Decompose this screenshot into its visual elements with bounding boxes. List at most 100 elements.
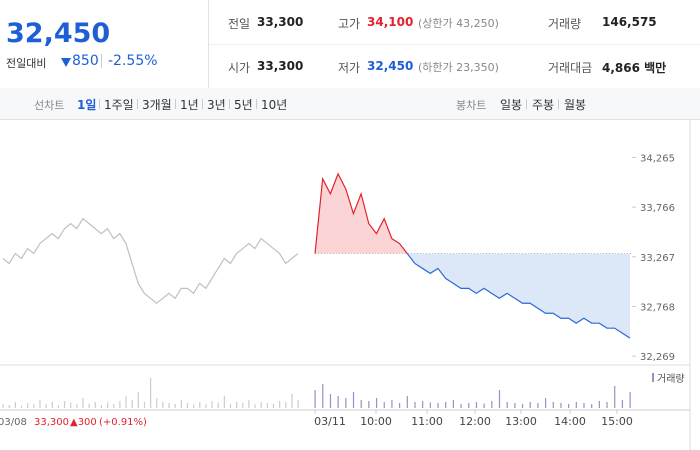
stat-value: 146,575 bbox=[602, 15, 657, 29]
volume-bar bbox=[254, 404, 256, 408]
price: 32,450 bbox=[6, 18, 111, 49]
tab-sep bbox=[526, 99, 527, 109]
volume-bar bbox=[414, 402, 416, 408]
volume-bar bbox=[399, 403, 401, 408]
volume-bar bbox=[429, 402, 431, 408]
volume-bar bbox=[205, 404, 207, 408]
volume-bar bbox=[406, 396, 408, 408]
volume-bar bbox=[568, 404, 570, 408]
stat-label: 거래량 bbox=[548, 17, 582, 31]
volume-bar bbox=[63, 401, 66, 408]
volume-bar bbox=[180, 400, 182, 408]
volume-bar bbox=[39, 400, 41, 408]
volume-bar bbox=[119, 401, 121, 408]
stat-label: 전일 bbox=[228, 17, 251, 31]
stat-note: (상한가 43,250) bbox=[418, 17, 499, 30]
volume-bar bbox=[621, 400, 624, 408]
volume-bar bbox=[345, 398, 347, 408]
volume-bar bbox=[150, 378, 152, 408]
volume-bar bbox=[544, 398, 547, 408]
x-tick-label: 12:00 bbox=[459, 415, 491, 428]
x-tick-label: 15:00 bbox=[601, 415, 633, 428]
tab[interactable]: 3개월 bbox=[142, 98, 172, 112]
tab[interactable]: 일봉 bbox=[500, 98, 523, 112]
volume-bar bbox=[125, 396, 127, 408]
tab-sep bbox=[229, 99, 230, 109]
volume-bar bbox=[575, 402, 577, 408]
stat-label: 거래대금 bbox=[548, 61, 593, 75]
volume-bar bbox=[242, 403, 244, 408]
volume-bar bbox=[199, 402, 201, 408]
tab[interactable]: 3년 bbox=[207, 98, 226, 112]
tab-sep bbox=[175, 99, 176, 109]
volume-bar bbox=[236, 402, 238, 408]
volume-bar bbox=[33, 404, 35, 408]
volume-bar bbox=[272, 404, 275, 408]
stat-label: 저가 bbox=[338, 61, 361, 75]
volume-bar bbox=[260, 402, 262, 408]
volume-bar bbox=[168, 403, 170, 408]
rate: -2.55% bbox=[108, 53, 158, 69]
volume-bar bbox=[57, 405, 60, 408]
tab[interactable]: 주봉 bbox=[532, 98, 555, 112]
y-tick-label: 34,265 bbox=[640, 153, 675, 164]
x-tick-label: 13:00 bbox=[505, 415, 537, 428]
volume-bar bbox=[297, 400, 299, 408]
y-tick-label: 32,768 bbox=[640, 302, 675, 313]
volume-bar bbox=[217, 402, 219, 408]
volume-bar bbox=[266, 403, 268, 408]
sep bbox=[101, 54, 102, 68]
stat-label: 시가 bbox=[228, 61, 251, 75]
volume-bar bbox=[483, 403, 485, 408]
legend-swatch bbox=[652, 373, 654, 382]
stat-value: 32,450 bbox=[367, 59, 414, 73]
tab[interactable]: 10년 bbox=[261, 98, 288, 112]
volume-bar bbox=[106, 402, 109, 408]
volume-bar bbox=[193, 404, 195, 408]
down-icon bbox=[61, 58, 71, 67]
tab-sep bbox=[137, 99, 138, 109]
volume-bar bbox=[629, 392, 631, 408]
prev-rate: (+0.91%) bbox=[99, 417, 147, 428]
tab[interactable]: 1일 bbox=[77, 98, 97, 112]
volume-bar bbox=[460, 404, 462, 408]
volume-bar bbox=[186, 403, 189, 408]
volume-bar bbox=[606, 402, 608, 408]
volume-bar bbox=[76, 404, 78, 408]
prev-close: 33,300 bbox=[34, 417, 69, 428]
volume-bar bbox=[162, 402, 164, 408]
volume-bar bbox=[113, 404, 115, 408]
area bbox=[315, 173, 630, 339]
stat-value: 34,100 bbox=[367, 15, 414, 29]
volume-bar bbox=[70, 402, 72, 408]
volume-bar bbox=[368, 401, 370, 408]
tab[interactable]: 월봉 bbox=[564, 98, 587, 112]
volume-bar bbox=[174, 404, 176, 408]
volume-bar bbox=[14, 402, 16, 408]
tab[interactable]: 5년 bbox=[234, 98, 253, 112]
legend-label: 거래량 bbox=[657, 373, 685, 385]
volume-bar bbox=[45, 403, 47, 408]
volume-bar bbox=[360, 400, 362, 408]
volume-bar bbox=[248, 400, 250, 408]
stat-value: 33,300 bbox=[257, 15, 304, 29]
volume-bar bbox=[591, 404, 593, 408]
tab-label: 봉차트 bbox=[456, 99, 487, 112]
volume-bar bbox=[143, 402, 146, 408]
x-tick-label: 11:00 bbox=[411, 415, 443, 428]
x-tick-label: 03/11 bbox=[314, 415, 346, 428]
volume-bar bbox=[468, 403, 470, 408]
volume-bar bbox=[279, 401, 281, 408]
volume-bar bbox=[560, 403, 562, 408]
volume-bar bbox=[514, 403, 516, 408]
change: 850 bbox=[72, 53, 99, 69]
tab[interactable]: 1년 bbox=[180, 98, 199, 112]
tab-sep bbox=[558, 99, 559, 109]
y-tick-label: 33,766 bbox=[640, 203, 675, 214]
volume-bar bbox=[491, 401, 493, 408]
tab-sep bbox=[256, 99, 257, 109]
tab[interactable]: 1주일 bbox=[104, 98, 134, 112]
tab-bar bbox=[0, 88, 700, 120]
